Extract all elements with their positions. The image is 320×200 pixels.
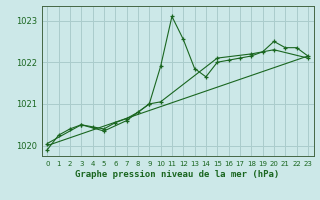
X-axis label: Graphe pression niveau de la mer (hPa): Graphe pression niveau de la mer (hPa) <box>76 170 280 179</box>
